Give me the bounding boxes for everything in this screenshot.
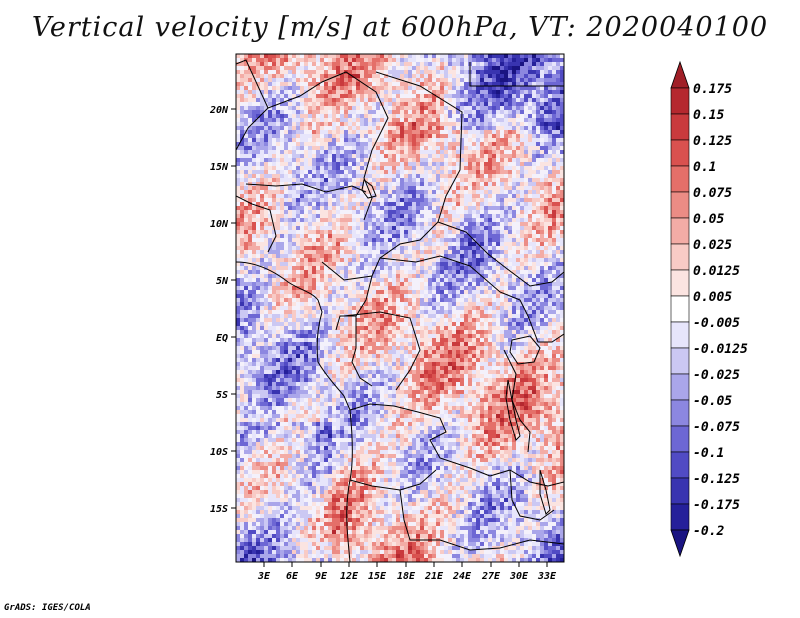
colorbar-segment <box>670 503 690 531</box>
country-borders <box>236 59 564 562</box>
colorbar-label: -0.125 <box>693 472 740 487</box>
lon-label: 30E <box>509 571 529 582</box>
lon-label: 3E <box>257 571 271 582</box>
colorbar-label: 0.15 <box>693 108 724 123</box>
lake-malawi <box>539 469 551 515</box>
lon-label: 6E <box>286 571 299 582</box>
colorbar-label: 0.05 <box>693 212 724 227</box>
colorbar-segment <box>670 139 690 167</box>
border-south-5 <box>509 469 555 521</box>
border-east-2 <box>503 349 531 453</box>
colorbar-label: -0.005 <box>693 316 740 331</box>
border-south-3 <box>489 469 564 487</box>
colorbar-label: -0.025 <box>693 368 740 383</box>
colorbar-segment <box>670 243 690 271</box>
lon-label: 27E <box>481 571 501 582</box>
lat-label: 5S <box>216 390 228 401</box>
colorbar-segment <box>670 217 690 245</box>
border-central-1 <box>437 221 564 287</box>
colorbar-label: 0.075 <box>693 186 732 201</box>
colorbar-label: 0.175 <box>693 82 732 97</box>
lon-labels: 3E 6E 9E 12E 15E 18E 21E 24E 27E 30E 33E <box>257 571 557 582</box>
lat-label: 20N <box>209 105 229 116</box>
colorbar: 0.175 0.15 0.125 0.1 0.075 0.05 0.025 0.0125 0.0… <box>670 60 748 558</box>
colorbar-segment <box>670 191 690 219</box>
map-title: Vertical velocity [m/s] at 600hPa, VT: 2… <box>31 12 769 43</box>
colorbar-label: 0.0125 <box>693 264 740 279</box>
colorbar-label: -0.05 <box>693 394 732 409</box>
border-east-1 <box>527 315 564 343</box>
lat-label: 10S <box>210 447 228 458</box>
colorbar-segment <box>670 451 690 479</box>
plot-frame <box>235 53 565 563</box>
border-north-3 <box>321 71 463 281</box>
colorbar-segment <box>670 321 690 349</box>
lon-label: 33E <box>537 571 557 582</box>
grads-credit: GrADS: IGES/COLA <box>4 603 91 613</box>
border-south-1 <box>349 403 491 477</box>
colorbar-label: 0.005 <box>693 290 732 305</box>
colorbar-segment <box>670 87 690 115</box>
lake-victoria <box>509 335 541 365</box>
lon-label: 18E <box>397 571 416 582</box>
border-congo-1 <box>343 311 421 391</box>
colorbar-label: -0.175 <box>693 498 740 513</box>
lon-label: 12E <box>340 571 359 582</box>
vertical-velocity-field <box>236 54 564 562</box>
lat-label: 10N <box>210 219 229 230</box>
lat-label: 15N <box>210 162 229 173</box>
colorbar-segment <box>670 113 690 141</box>
colorbar-label: -0.2 <box>693 524 724 539</box>
lon-label: 9E <box>315 571 328 582</box>
lon-axis <box>263 562 548 567</box>
colorbar-segment <box>670 425 690 453</box>
colorbar-segment <box>670 347 690 375</box>
border-west-1 <box>236 195 277 253</box>
lon-label: 21E <box>424 571 444 582</box>
lon-label: 15E <box>368 571 387 582</box>
colorbar-label: 0.1 <box>693 160 716 175</box>
colorbar-segment <box>670 373 690 401</box>
colorbar-segment <box>670 295 690 323</box>
border-congo-2 <box>351 316 373 387</box>
colorbar-label: 0.025 <box>693 238 732 253</box>
lat-axis <box>231 108 236 509</box>
lake-chad <box>361 179 377 199</box>
lat-labels: 20N 15N 10N 5N EQ 5S 10S 15S <box>209 105 229 515</box>
colorbar-top-arrow <box>670 60 690 89</box>
border-north-2 <box>267 71 389 221</box>
colorbar-label: -0.0125 <box>693 342 748 357</box>
colorbar-segment <box>670 269 690 297</box>
colorbar-bottom-arrow <box>670 529 690 558</box>
border-south-4 <box>399 489 564 551</box>
colorbar-label: -0.1 <box>693 446 724 461</box>
colorbar-segment <box>670 477 690 505</box>
colorbar-segment <box>670 165 690 193</box>
border-north-4 <box>469 62 564 87</box>
colorbar-label: 0.125 <box>693 134 732 149</box>
border-sahel <box>245 183 367 193</box>
lat-label: 15S <box>210 504 228 515</box>
border-central-3 <box>379 255 529 317</box>
lat-label: 5N <box>216 276 229 287</box>
colorbar-segment <box>670 399 690 427</box>
lon-label: 24E <box>452 571 472 582</box>
lat-label: EQ <box>216 333 228 344</box>
colorbar-label: -0.075 <box>693 420 740 435</box>
lake-tanganyika <box>505 379 521 441</box>
